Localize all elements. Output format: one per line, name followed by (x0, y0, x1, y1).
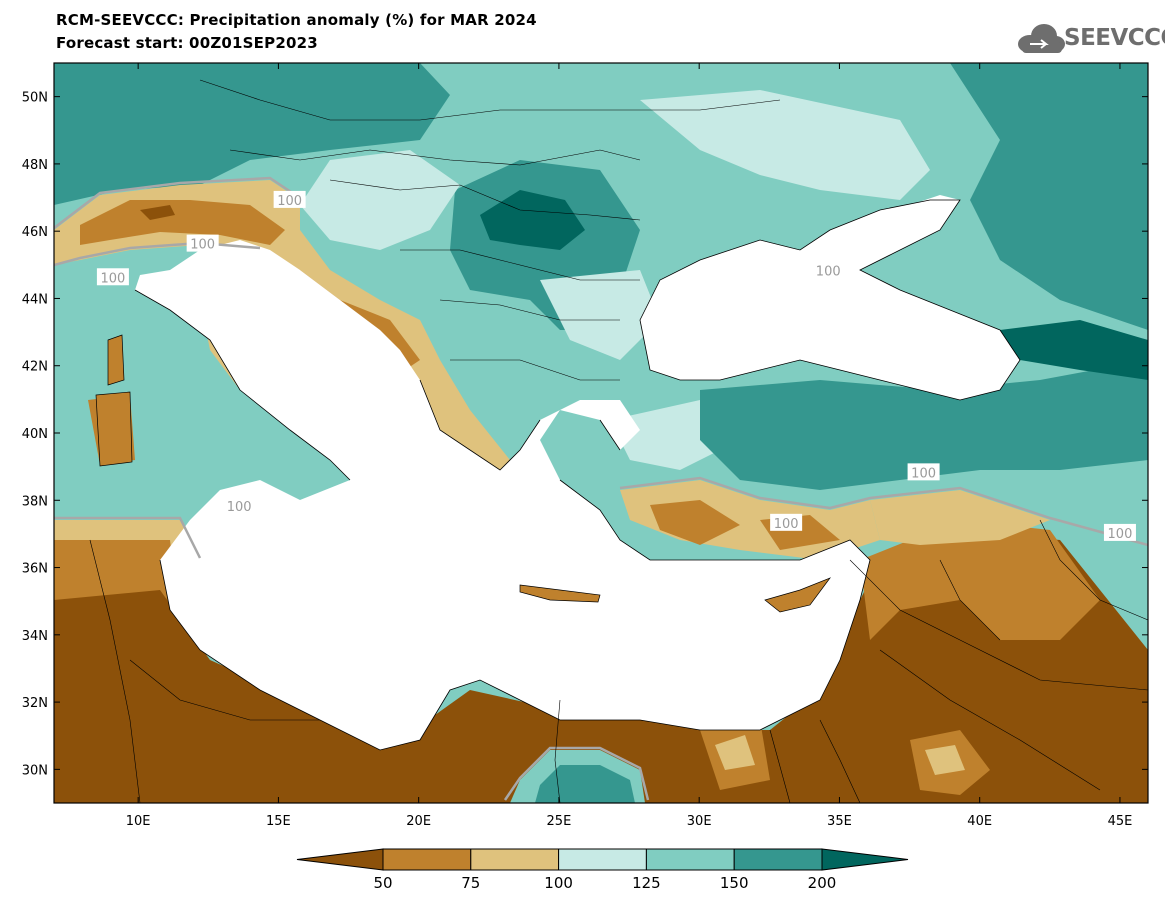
anomaly-zone (640, 90, 930, 200)
x-tick-label: 45E (1108, 814, 1133, 829)
x-tick-label: 30E (687, 814, 712, 829)
y-tick-label: 42N (22, 360, 48, 375)
x-tick-label: 25E (547, 814, 572, 829)
cloud-logo-icon (1018, 24, 1065, 53)
map-title: RCM-SEEVCCC: Precipitation anomaly (%) f… (56, 11, 537, 29)
contour-label: 100 (774, 517, 799, 532)
contour-label: 100 (911, 466, 936, 481)
contour-label: 100 (190, 238, 215, 253)
y-tick-label: 40N (22, 427, 48, 442)
azov-sea (840, 195, 960, 245)
contour-label: 100 (1108, 527, 1133, 542)
anomaly-zone (300, 150, 460, 250)
x-tick-label: 35E (827, 814, 852, 829)
y-tick-label: 34N (22, 629, 48, 644)
contour-label-bg (907, 463, 940, 481)
contour-100 (54, 176, 1148, 801)
coastline (134, 289, 871, 751)
anomaly-zone (480, 190, 585, 250)
anomaly-zone (950, 63, 1148, 330)
colorbar-swatch (733, 848, 823, 871)
anomaly-zone (140, 205, 175, 220)
colorbar-swatch (645, 848, 735, 871)
island-crete (519, 584, 601, 603)
colorbar-low-extend (296, 848, 384, 871)
black-sea (640, 200, 1020, 400)
y-tick-label: 32N (22, 696, 48, 711)
anomaly-zone (650, 500, 740, 545)
colorbar-tick-label: 50 (373, 874, 393, 892)
anomaly-zone (610, 400, 720, 470)
y-tick-label: 46N (22, 225, 48, 240)
logo-text: SEEVCCC (1064, 25, 1165, 51)
contour-label: 100 (816, 265, 841, 280)
x-tick-label: 15E (266, 814, 291, 829)
y-tick-label: 48N (22, 158, 48, 173)
anomaly-zone (540, 270, 660, 360)
y-tick-label: 30N (22, 763, 48, 778)
country-borders (89, 79, 1148, 803)
contour-labels: 100 100 100 100 100 100 100 100 (96, 190, 1136, 542)
anomaly-zone (80, 200, 285, 245)
island-sardinia (95, 391, 133, 467)
colorbar-tick-label: 150 (719, 874, 749, 892)
contour-label-bg (186, 234, 219, 252)
anomaly-zone (715, 735, 755, 770)
island-cyprus (764, 577, 832, 613)
colorbar-swatch (558, 848, 647, 871)
anomaly-zone (1000, 320, 1148, 380)
x-tick-label: 20E (406, 814, 431, 829)
colorbar-tick-label: 200 (807, 874, 837, 892)
coastline (639, 199, 1021, 401)
anomaly-zone (54, 63, 450, 205)
island-corsica (107, 334, 125, 386)
anomaly-zone (860, 520, 1100, 640)
contour-label-bg (96, 268, 129, 286)
y-tick-label: 44N (22, 292, 48, 307)
axis-ticks: 10E 15E 20E 25E 30E 35E 40E 45E 50N 48N 46N 44N 42N 4… (22, 63, 1148, 829)
y-tick-label: 50N (22, 91, 48, 106)
mediterranean-sea (135, 240, 870, 750)
contour-label-bg (273, 190, 306, 208)
contour-label-bg (223, 497, 256, 514)
anomaly-zone (700, 360, 1148, 490)
colorbar-swatch (382, 848, 472, 871)
colorbar-tick-label: 75 (461, 874, 481, 892)
x-tick-label: 40E (967, 814, 992, 829)
colorbar-high-extend (821, 848, 909, 871)
colorbar-tick-label: 100 (544, 874, 573, 892)
forecast-start: Forecast start: 00Z01SEP2023 (56, 34, 318, 52)
colorbar-tick-label: 125 (632, 874, 661, 892)
x-tick-label: 10E (126, 814, 151, 829)
contour-label-bg (1103, 523, 1136, 541)
anomaly-zone (870, 490, 1050, 545)
contour-label: 100 (227, 500, 252, 515)
contour-label: 100 (277, 194, 302, 209)
colorbar (296, 848, 909, 871)
contour-label-bg (812, 261, 845, 279)
anomaly-zone (925, 745, 965, 775)
y-tick-label: 38N (22, 494, 48, 509)
y-tick-label: 36N (22, 562, 48, 577)
anomaly-zone (535, 765, 635, 803)
colorbar-swatch (470, 848, 560, 871)
contour-label-bg (770, 513, 803, 531)
contour-label: 100 (100, 271, 125, 286)
